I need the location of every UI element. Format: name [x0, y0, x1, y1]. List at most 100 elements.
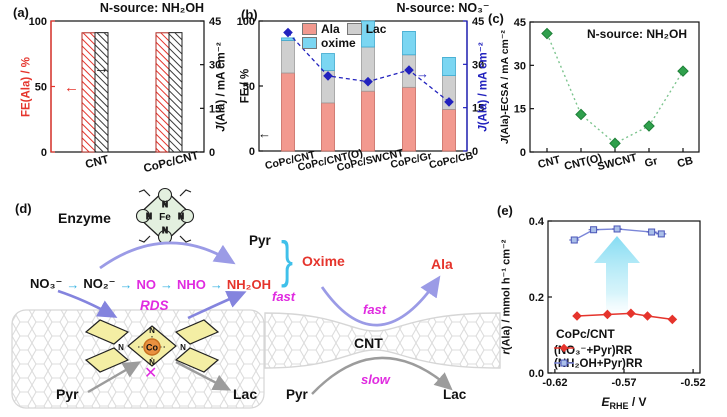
- stack-segment: [442, 57, 456, 77]
- j-bar: [94, 32, 109, 153]
- stack-segment: [442, 109, 456, 152]
- ylabel-italic: J: [498, 138, 511, 144]
- legend-label-nh2ohpyr: (NH₂OH+Pyr)RR: [554, 358, 643, 370]
- panel-e-legend-row-2: (NH₂OH+Pyr)RR: [554, 358, 643, 370]
- atom-label-n: N: [146, 212, 152, 221]
- tick-label: 100: [29, 16, 47, 28]
- category-label: CoPc/CB: [428, 150, 475, 172]
- xlabel-italic: E: [601, 395, 610, 409]
- category-label: CNT: [84, 154, 110, 171]
- fe-bar: [81, 32, 96, 153]
- xlabel-rest: / V: [628, 395, 647, 409]
- oxime-to-ala-arrow: [320, 275, 441, 327]
- tick-label: 50: [35, 82, 47, 94]
- tick-label: 30: [209, 60, 221, 72]
- species-nho: NHO: [177, 276, 206, 292]
- ylabel-rest: (Ala) / mA cm⁻²: [477, 42, 490, 126]
- panel-b-ylabel-right: J(Ala) / mA cm⁻²: [477, 42, 490, 132]
- lac-bottom-label: Lac: [443, 387, 467, 402]
- legend-marker-blue-square: [554, 359, 574, 367]
- species-no2: NO₂⁻: [83, 276, 116, 291]
- panel-e-xlabel: ERHE / V: [601, 396, 646, 411]
- data-marker: [570, 236, 578, 244]
- stack-segment: [402, 86, 416, 152]
- pathway-arrow-icon: →: [119, 276, 133, 292]
- stack-segment: [321, 53, 335, 71]
- pyr-to-copc-arrow: [87, 361, 142, 394]
- atom-label-co: Co: [146, 343, 158, 353]
- tick-label: 30: [472, 59, 484, 71]
- legend-swatch-lac: [346, 23, 362, 35]
- tick-label: -0.52: [681, 377, 706, 389]
- stack-segment: [321, 102, 335, 152]
- data-marker: [613, 225, 621, 233]
- tick-label: 45: [209, 16, 221, 28]
- copc-molecule: Co N N N N: [84, 319, 220, 373]
- atom-label-n: N: [149, 358, 155, 367]
- ylabel-rest: (Ala)-ECSA / mA cm⁻²: [498, 30, 511, 139]
- copc-to-lac-arrow: [175, 360, 232, 391]
- ala-label: Ala: [431, 256, 453, 272]
- data-marker: [657, 230, 665, 238]
- enzyme-label: Enzyme: [58, 210, 111, 226]
- cnt-tube-right: [264, 312, 501, 369]
- panel-b-legend-row-1: Ala Lac: [302, 22, 386, 36]
- panel-d-label: (d): [15, 201, 32, 216]
- panel-b-title: N-source: NO₃⁻: [396, 1, 490, 15]
- copc-to-nh2oh-arrow: [187, 291, 247, 320]
- ylabel-rest: (Ala) / mA cm⁻²: [215, 42, 228, 126]
- pyr-left-label: Pyr: [56, 386, 79, 402]
- pyr-bottom-label: Pyr: [286, 387, 308, 402]
- data-marker: [590, 226, 598, 234]
- fast-label-left: fast: [272, 289, 296, 304]
- brace-icon: }: [281, 230, 294, 289]
- slow-label: slow: [361, 372, 390, 387]
- rds-label: RDS: [140, 298, 169, 313]
- no3-to-copc-arrow: [57, 289, 118, 318]
- tick-label: 0.0: [529, 368, 544, 380]
- tick-label: 0: [209, 147, 215, 159]
- left-arrow-icon: ←: [64, 79, 79, 96]
- ylabel-italic: J: [477, 125, 490, 132]
- panel-e-legend-row-1: (NO₃⁻+Pyr)RR: [554, 343, 632, 357]
- panel-c-ylabel: J(Ala)-ECSA / mA cm⁻²: [498, 30, 511, 144]
- category-label: Gr: [643, 155, 659, 170]
- left-arrow-icon: ←: [258, 126, 271, 141]
- stack-segment: [402, 30, 416, 56]
- panel-a-label: (a): [13, 5, 29, 20]
- diagram-arrows: [57, 241, 453, 395]
- tick-label: 0: [472, 146, 478, 158]
- data-marker: [626, 308, 636, 319]
- right-arrow-icon: →: [416, 66, 429, 81]
- legend-label-ala: Ala: [321, 22, 340, 36]
- species-no: NO: [136, 276, 157, 292]
- data-marker: [648, 228, 656, 236]
- cnt-lattice-left: [11, 309, 265, 409]
- lac-left-label: Lac: [233, 386, 258, 402]
- species-nh2oh: NH₂OH: [226, 276, 271, 292]
- tick-label: 50: [243, 81, 255, 93]
- pathway-arrow-icon: →: [66, 276, 80, 292]
- tick-label: 0.2: [529, 292, 544, 304]
- panel-b-ylabel-left: FE / %: [239, 68, 252, 104]
- panel-c-title: N-source: NH₂OH: [586, 27, 688, 41]
- fe-bar: [155, 32, 170, 153]
- data-marker: [283, 27, 293, 38]
- tick-label: 15: [209, 103, 221, 115]
- tick-label: 15: [472, 103, 484, 115]
- trend-line: [546, 33, 684, 145]
- enhancement-arrow: [594, 236, 640, 318]
- legend-label-oxime: oxime: [321, 36, 356, 50]
- atom-label-n: N: [162, 226, 168, 235]
- tick-label: 0: [249, 146, 255, 158]
- right-arrow-icon: →: [94, 60, 109, 77]
- legend-marker-red-diamond: [554, 343, 574, 353]
- pyr-top-label: Pyr: [249, 233, 271, 248]
- atom-label-n: N: [180, 343, 186, 352]
- tick-label: 45: [472, 16, 484, 28]
- enzyme-route-arrow: [99, 241, 236, 270]
- blocked-cross-icon: ✕: [144, 365, 158, 382]
- pyr-to-lac-slow-arrow: [311, 356, 453, 395]
